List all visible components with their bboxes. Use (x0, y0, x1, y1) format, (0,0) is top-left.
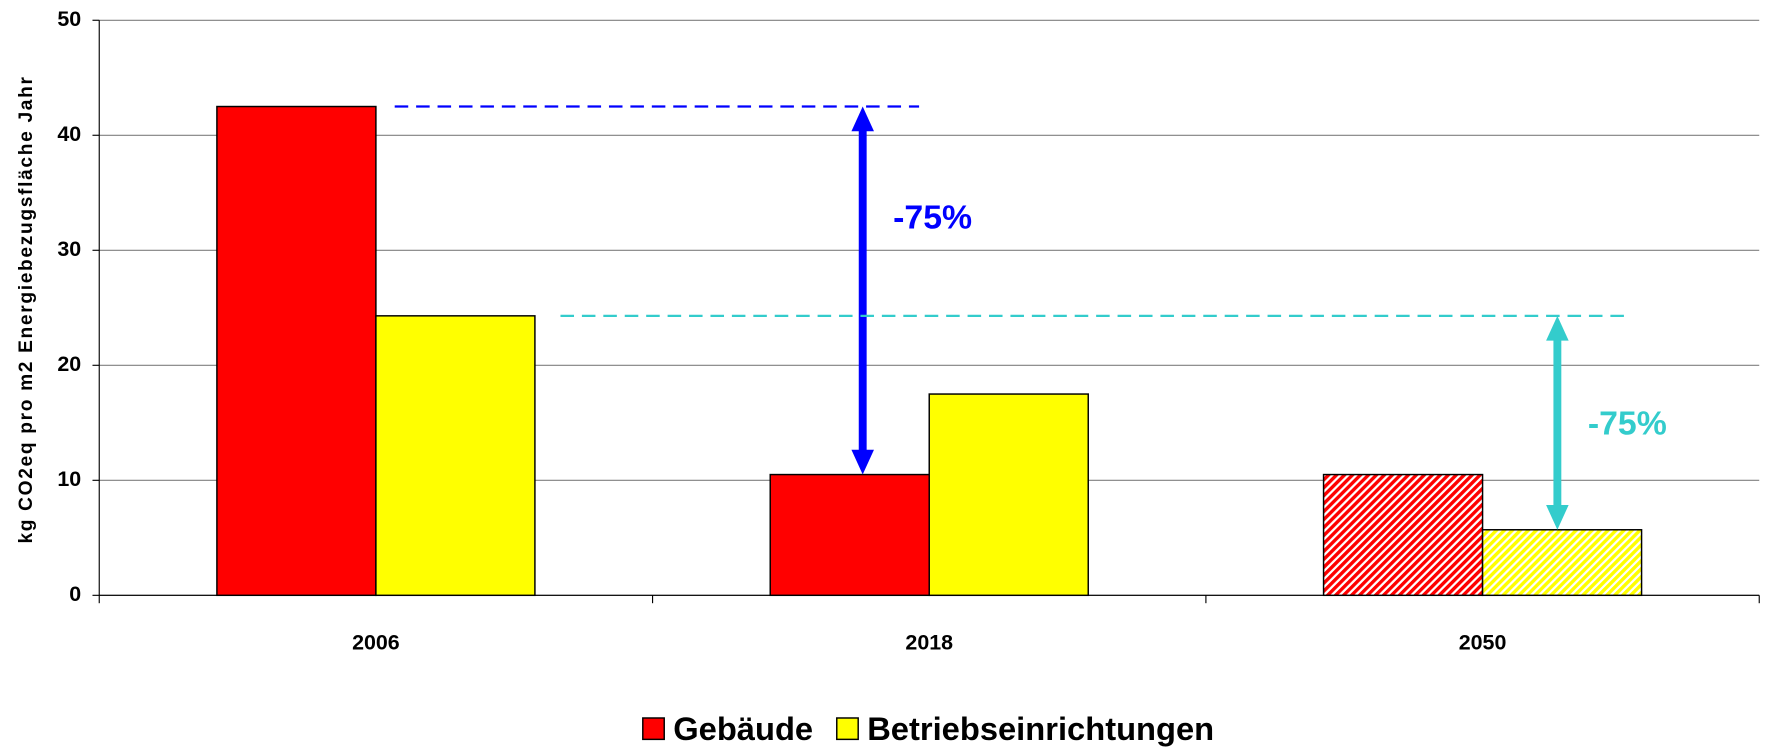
arrow-head (1546, 315, 1569, 341)
y-axis-label: kg CO2eq pro m2 Energiebezugsfläche Jahr (16, 75, 37, 543)
bar (769, 473, 930, 597)
annotation: -75% (893, 198, 972, 236)
legend-label: Betriebseinrichtungen (867, 710, 1214, 747)
y-tick-label: 20 (57, 352, 81, 376)
arrow-head (851, 106, 874, 132)
annotation: -75% (1588, 404, 1667, 442)
bar (928, 393, 1089, 597)
legend-swatch (836, 717, 859, 741)
y-tick-label: 30 (57, 237, 81, 261)
bar (1322, 473, 1484, 597)
bar (216, 105, 377, 597)
y-tick-label: 40 (57, 122, 81, 146)
y-tick-label: 10 (57, 467, 81, 491)
arrow-head (1546, 505, 1569, 530)
x-tick-label: 2006 (352, 630, 400, 654)
legend-swatch (642, 717, 665, 741)
legend-label: Gebäude (673, 710, 813, 747)
x-tick-label: 2050 (1459, 630, 1507, 654)
y-tick-label: 0 (69, 582, 81, 606)
x-tick-label: 2018 (905, 630, 953, 654)
y-tick-label: 50 (57, 7, 81, 31)
bar (375, 315, 536, 597)
bar (1481, 529, 1643, 597)
arrow-head (851, 449, 874, 475)
